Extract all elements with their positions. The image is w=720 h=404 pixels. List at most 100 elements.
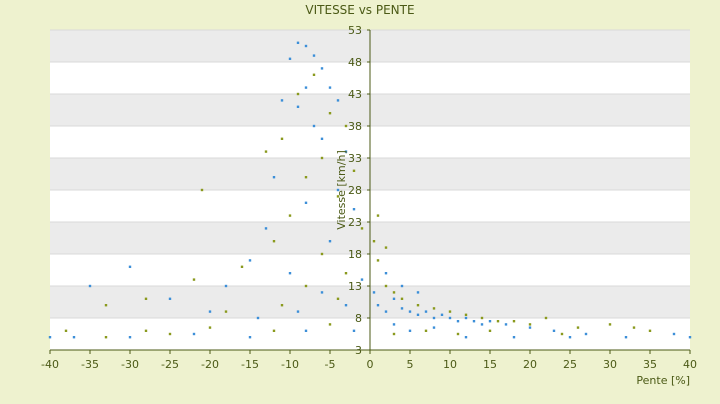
data-point — [304, 176, 308, 179]
data-point — [392, 323, 396, 326]
data-point — [384, 272, 388, 275]
data-point — [304, 329, 308, 332]
data-point — [488, 329, 492, 332]
x-tick-label: 5 — [407, 358, 414, 371]
y-tick-label: 53 — [348, 24, 362, 37]
data-point — [192, 278, 196, 281]
y-tick-label: 13 — [348, 280, 362, 293]
data-point — [264, 227, 268, 230]
data-point — [320, 67, 324, 70]
data-point — [392, 297, 396, 300]
data-point — [224, 284, 228, 288]
data-point — [392, 332, 396, 336]
data-point — [248, 259, 252, 262]
data-point — [464, 336, 468, 339]
data-point — [672, 332, 676, 336]
data-point — [488, 320, 492, 323]
data-point — [280, 304, 284, 307]
data-point — [248, 336, 252, 339]
data-point — [496, 320, 500, 323]
data-point — [408, 329, 412, 332]
data-point — [256, 316, 260, 320]
data-point — [504, 323, 508, 326]
data-point — [336, 188, 340, 192]
x-axis-label: Pente [%] — [636, 374, 690, 387]
data-point — [480, 323, 484, 326]
data-point — [48, 336, 52, 339]
data-point — [352, 329, 356, 332]
data-point — [200, 188, 204, 192]
x-tick-labels: -40 -35 -30 -25 -20 -15 -10 -5 0 5 10 15 20 25 30 35 40 — [41, 350, 697, 371]
data-point — [320, 156, 324, 160]
data-point — [512, 336, 516, 339]
data-point — [304, 201, 308, 204]
x-tick-label: -40 — [41, 358, 59, 371]
data-point — [464, 313, 468, 316]
data-point — [312, 54, 316, 57]
y-tick-label: 18 — [348, 248, 362, 261]
chart-title: VITESSE vs PENTE — [305, 3, 414, 17]
data-point — [128, 336, 132, 339]
data-point — [376, 214, 380, 217]
data-point — [336, 99, 340, 102]
data-point — [288, 57, 292, 60]
data-point — [280, 99, 284, 102]
data-point — [552, 329, 556, 332]
data-point — [376, 259, 380, 262]
data-point — [568, 336, 572, 339]
data-point — [360, 278, 364, 281]
y-axis-label: Vitesse [km/h] — [335, 150, 348, 230]
data-point — [456, 320, 460, 323]
x-tick-label: 0 — [367, 358, 374, 371]
data-point — [560, 332, 564, 336]
data-point — [512, 320, 516, 323]
data-point — [288, 214, 292, 217]
x-tick-label: -15 — [241, 358, 259, 371]
data-point — [296, 41, 300, 44]
data-point — [104, 336, 108, 339]
x-tick-label: 25 — [563, 358, 577, 371]
data-point — [304, 86, 308, 89]
y-tick-label: 28 — [348, 184, 362, 197]
data-point — [288, 272, 292, 275]
data-point — [528, 326, 532, 329]
data-point — [432, 307, 436, 310]
data-point — [584, 332, 588, 336]
data-point — [208, 326, 212, 329]
data-point — [624, 336, 628, 339]
data-point — [464, 316, 468, 320]
data-point — [144, 329, 148, 332]
data-point — [372, 291, 376, 294]
data-point — [224, 310, 228, 313]
data-point — [416, 304, 420, 307]
data-point — [448, 316, 452, 320]
data-point — [384, 310, 388, 313]
data-point — [192, 332, 196, 336]
y-tick-label: 8 — [355, 312, 362, 325]
data-point — [472, 320, 476, 323]
data-point — [440, 313, 444, 316]
data-point — [64, 329, 68, 332]
x-tick-label: -20 — [201, 358, 219, 371]
data-point — [320, 137, 324, 140]
data-point — [528, 323, 532, 326]
x-tick-label: -5 — [325, 358, 336, 371]
data-point — [688, 336, 692, 339]
data-point — [372, 240, 376, 243]
data-point — [424, 329, 428, 332]
data-point — [320, 291, 324, 294]
data-point — [384, 284, 388, 288]
x-tick-label: 30 — [603, 358, 617, 371]
data-point — [88, 284, 92, 288]
data-point — [376, 304, 380, 307]
data-point — [416, 313, 420, 316]
data-point — [328, 323, 332, 326]
data-point — [416, 291, 420, 294]
data-point — [264, 150, 268, 153]
data-point — [72, 336, 76, 339]
data-point — [352, 169, 356, 172]
data-point — [344, 150, 348, 153]
x-tick-label: -10 — [281, 358, 299, 371]
data-point — [272, 329, 276, 332]
